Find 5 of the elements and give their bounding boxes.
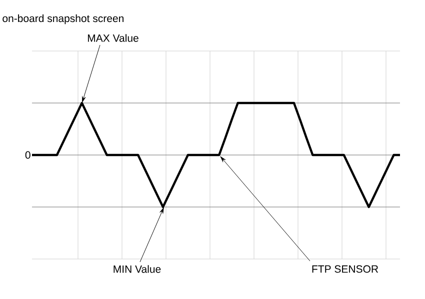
- text: MIN Value: [114, 265, 161, 273]
- chart-title: on-board snapshot screen: [2, 14, 124, 24]
- text: MAX Value: [88, 34, 138, 42]
- text: 0: [25, 151, 30, 159]
- text: FTP SENSOR: [312, 265, 378, 273]
